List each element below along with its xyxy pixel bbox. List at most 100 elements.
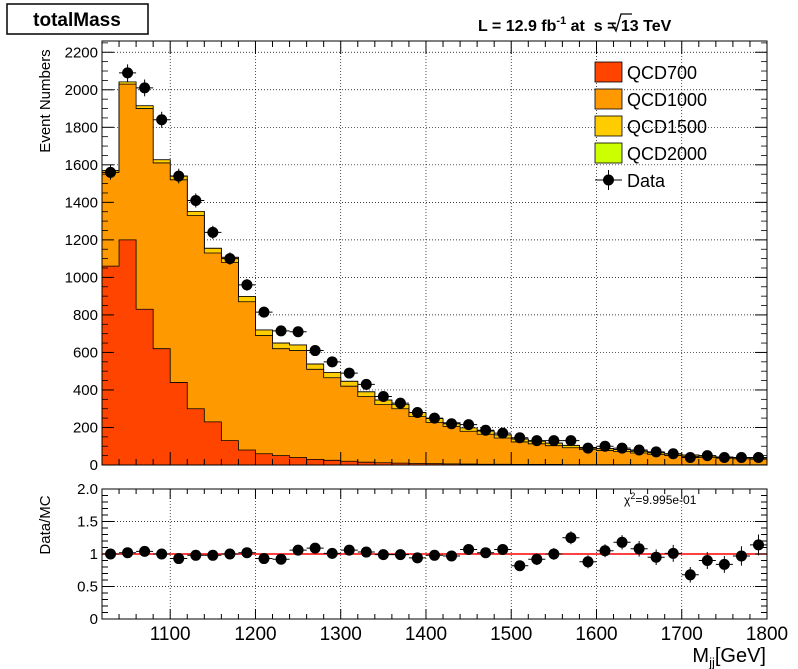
chi2-exp: 2: [630, 491, 635, 501]
ratio-point: [616, 536, 628, 548]
ratio-point: [309, 542, 321, 554]
ratio-point: [139, 545, 151, 557]
data-point: [582, 442, 594, 454]
bottom-ytick-label: 2.0: [77, 481, 98, 498]
canvas-title: totalMass: [33, 10, 121, 31]
data-point: [752, 451, 764, 463]
lumi-lead: L = 12.9 fb: [478, 18, 557, 35]
ratio-point: [735, 550, 747, 562]
data-point: [735, 451, 747, 463]
bottom-ytick-label: 0.5: [77, 579, 98, 596]
bottom-ytick-label: 1.5: [77, 514, 98, 531]
ratio-point: [565, 532, 577, 544]
ratio-point: [411, 552, 423, 564]
lumi-tail: = 13 TeV: [603, 18, 672, 35]
xtick-label: 1500: [490, 624, 532, 645]
data-point: [684, 451, 696, 463]
xtick-label: 1200: [234, 624, 276, 645]
ratio-point: [258, 553, 270, 565]
legend-swatch-qcd1000: [594, 88, 623, 110]
legend-label-qcd1500: QCD1500: [627, 117, 707, 137]
ratio-point: [718, 558, 730, 570]
sqrt-symbol: [611, 13, 632, 33]
bottom-axis-ticks: [101, 488, 768, 620]
data-point: [241, 279, 253, 291]
bottom-ytick-label: 0: [90, 611, 98, 628]
legend-label-qcd700: QCD700: [627, 63, 697, 83]
data-point: [309, 345, 321, 357]
top-ytick-label: 1600: [65, 157, 98, 174]
data-point: [650, 446, 662, 458]
ratio-point: [684, 569, 696, 581]
bottom-ytick-label: 1: [90, 546, 98, 563]
data-point: [411, 406, 423, 418]
top-y-axis-label: Event Numbers: [37, 49, 54, 152]
xtick-label: 1600: [575, 624, 617, 645]
ratio-point: [377, 549, 389, 561]
ratio-point: [241, 547, 253, 559]
xtick-label: 1300: [320, 624, 362, 645]
data-point: [514, 432, 526, 444]
bottom-y-axis-label: Data/MC: [37, 495, 54, 554]
legend-swatch-qcd700: [594, 61, 623, 83]
ratio-point: [446, 550, 458, 562]
ratio-point: [173, 553, 185, 565]
data-point: [377, 391, 389, 403]
top-ytick-label: 1200: [65, 232, 98, 249]
data-point: [224, 253, 236, 265]
legend-swatch-qcd2000: [594, 142, 623, 164]
histogram-panel: 0 200 400 600 800 1000 1200 1400 1600 1800 2000 220…: [37, 40, 768, 474]
top-ytick-label: 1400: [65, 194, 98, 211]
ratio-point: [514, 560, 526, 572]
data-point: [258, 306, 270, 318]
ratio-point: [463, 543, 475, 555]
x-axis-label-sub: jj: [708, 655, 715, 669]
legend-label-data: Data: [627, 171, 666, 191]
legend-swatch-qcd1500: [594, 115, 623, 137]
ratio-point: [394, 549, 406, 561]
lumi-mid: at: [566, 18, 594, 35]
top-ytick-label: 1800: [65, 119, 98, 136]
top-ytick-label: 2200: [65, 44, 98, 61]
svg-text:L = 12.9 fb-1 at s = 13 TeV: L = 12.9 fb-1 at s = 13 TeV: [478, 15, 672, 35]
data-point: [139, 82, 151, 94]
data-point: [292, 326, 304, 338]
data-point: [394, 397, 406, 409]
lumi-label: L = 12.9 fb-1 at s = 13 TeV: [478, 13, 672, 35]
data-point: [360, 378, 372, 390]
ratio-point: [224, 548, 236, 560]
data-point: [616, 442, 628, 454]
canvas-title-box: totalMass: [6, 3, 149, 35]
lumi-sqrt-s: s: [594, 18, 603, 35]
xtick-label: 1400: [405, 624, 447, 645]
top-ytick-label: 200: [73, 419, 98, 436]
legend-label-qcd1000: QCD1000: [627, 90, 707, 110]
data-point: [446, 418, 458, 430]
ratio-point: [701, 555, 713, 566]
stack-layer-qcd1000: [101, 83, 768, 466]
x-axis-label: Mjj[GeV]: [692, 645, 766, 669]
top-ytick-label: 800: [73, 307, 98, 324]
top-frame: [101, 40, 768, 466]
data-point: [718, 451, 730, 463]
top-y-tick-labels: 0 200 400 600 800 1000 1200 1400 1600 1800 2000 220…: [65, 44, 98, 474]
ratio-point: [650, 551, 662, 563]
xtick-label: 1800: [746, 624, 788, 645]
ratio-point: [497, 543, 509, 555]
data-point: [105, 166, 117, 178]
top-ytick-label: 600: [73, 344, 98, 361]
ratio-point: [190, 549, 202, 561]
top-axis-ticks: [101, 41, 768, 466]
xtick-label: 1700: [661, 624, 703, 645]
data-point: [207, 226, 219, 238]
ratio-point: [582, 556, 594, 568]
legend-data-marker: [603, 174, 614, 186]
ratio-point: [599, 545, 611, 557]
chi2-symbol: χ: [624, 493, 631, 507]
ratio-point: [156, 548, 168, 560]
data-point: [190, 194, 202, 206]
top-ytick-label: 400: [73, 382, 98, 399]
xtick-label: 1100: [150, 624, 191, 645]
ratio-point: [548, 548, 560, 560]
